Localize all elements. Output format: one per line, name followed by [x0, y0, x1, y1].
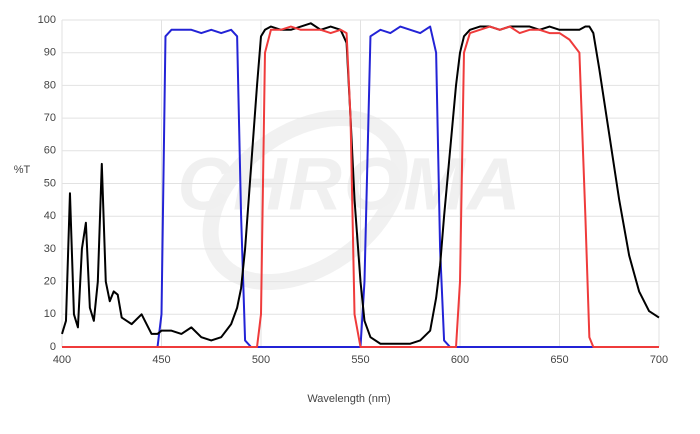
- y-tick-label: 60: [44, 145, 56, 157]
- x-tick-label: 550: [351, 354, 369, 366]
- x-tick-label: 500: [252, 354, 270, 366]
- x-tick-label: 650: [550, 354, 568, 366]
- y-tick-label: 100: [38, 14, 56, 26]
- y-tick-label: 80: [44, 79, 56, 91]
- y-tick-label: 10: [44, 308, 56, 320]
- y-tick-label: 0: [50, 341, 56, 353]
- y-tick-label: 70: [44, 112, 56, 124]
- y-tick-label: 50: [44, 177, 56, 189]
- y-tick-label: 30: [44, 243, 56, 255]
- watermark-text: CHROMA: [178, 143, 523, 226]
- y-axis-label: %T: [14, 164, 31, 176]
- series-line: [62, 25, 659, 348]
- y-tick-label: 40: [44, 210, 56, 222]
- x-tick-label: 600: [451, 354, 469, 366]
- x-tick-label: 400: [53, 354, 71, 366]
- y-tick-label: 90: [44, 47, 56, 59]
- x-tick-label: 700: [650, 354, 668, 366]
- y-tick-label: 20: [44, 276, 56, 288]
- x-tick-label: 450: [152, 354, 170, 366]
- x-axis-label: Wavelength (nm): [307, 393, 390, 405]
- watermark: CHROMA: [178, 109, 523, 291]
- watermark-swoosh: [202, 109, 408, 291]
